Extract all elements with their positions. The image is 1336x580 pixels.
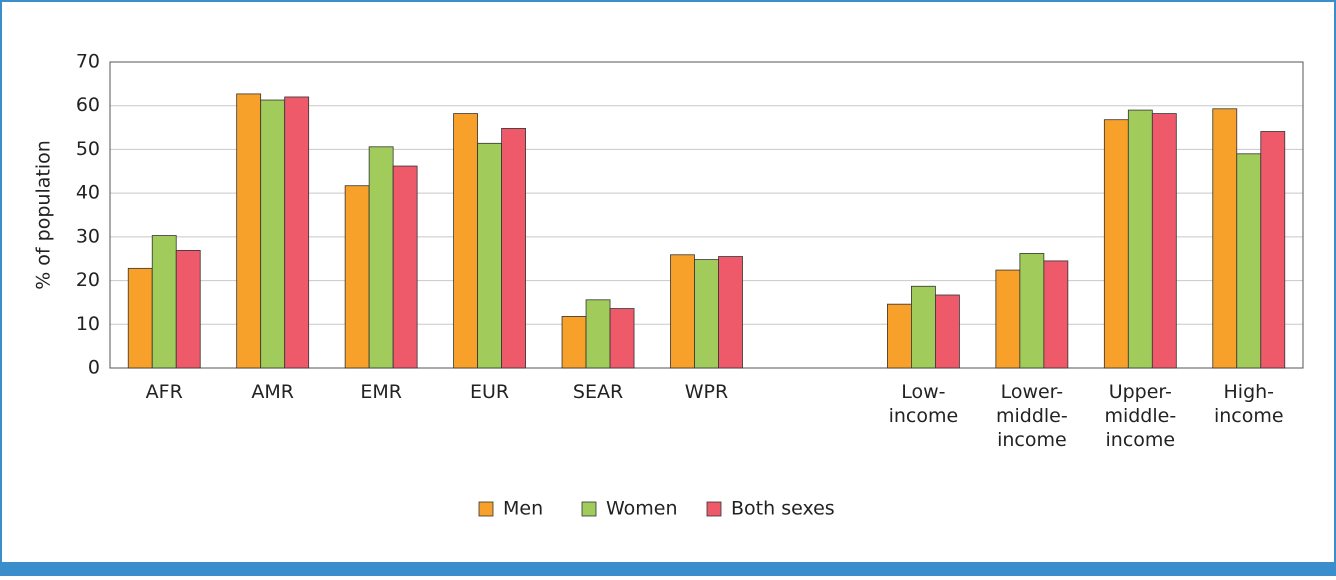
bar (1103, 119, 1129, 369)
bottom-bar (0, 562, 1336, 576)
y-axis-label: % of population (33, 140, 55, 290)
bar (1212, 108, 1238, 369)
bar (1151, 113, 1177, 369)
bar (718, 256, 743, 369)
bar (368, 146, 394, 369)
y-tick-label: 30 (76, 225, 100, 247)
y-tick-label: 0 (88, 357, 100, 379)
bar (887, 303, 912, 369)
x-tick-label: Low-income (889, 381, 959, 427)
x-tick-label: Lower-middle-income (996, 381, 1068, 451)
bar (260, 99, 286, 369)
legend-label: Both sexes (731, 498, 835, 520)
bar (175, 250, 201, 369)
legend-swatch (706, 501, 722, 517)
y-tick-label: 10 (76, 313, 100, 335)
bar (477, 142, 502, 369)
bar (585, 299, 611, 369)
bar (1127, 109, 1153, 369)
bar (1043, 260, 1069, 369)
y-tick-label: 70 (76, 51, 100, 73)
legend-swatch (581, 501, 597, 517)
bar (236, 93, 262, 369)
bar (1019, 253, 1045, 369)
bar (151, 235, 177, 369)
bar (501, 128, 526, 369)
x-tick-label: AFR (146, 381, 183, 403)
bar (694, 259, 719, 369)
x-tick-label: Upper-middle-income (1104, 381, 1176, 451)
y-tick-label: 40 (76, 182, 100, 204)
x-tick-label: EMR (360, 381, 402, 403)
x-tick-label: SEAR (573, 381, 623, 403)
x-tick-label: High-income (1214, 381, 1284, 427)
y-tick-label: 60 (76, 94, 100, 116)
bar (911, 285, 936, 369)
bar (561, 316, 587, 369)
y-tick-label: 20 (76, 269, 100, 291)
bar (392, 165, 418, 369)
bar (609, 308, 635, 369)
bar (935, 294, 960, 369)
bar (127, 267, 153, 369)
bar (670, 254, 695, 369)
x-tick-label: WPR (685, 381, 728, 403)
x-tick-label: EUR (470, 381, 509, 403)
x-tick-label: AMR (251, 381, 294, 403)
bar (453, 113, 478, 369)
y-tick-label: 50 (76, 138, 100, 160)
legend-swatch (478, 501, 494, 517)
bar (284, 96, 310, 369)
bar (1260, 131, 1286, 369)
legend-label: Men (503, 498, 543, 520)
bar (344, 185, 370, 369)
bar (1236, 153, 1262, 369)
bar (995, 269, 1021, 369)
legend-label: Women (606, 498, 678, 520)
